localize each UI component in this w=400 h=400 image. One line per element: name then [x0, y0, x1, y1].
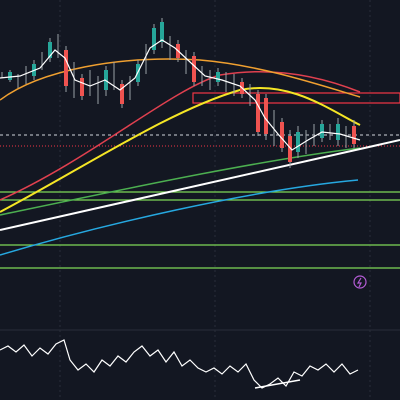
candle — [120, 84, 124, 104]
divergence-line — [254, 379, 301, 389]
candle — [152, 28, 156, 50]
candle — [192, 56, 196, 82]
candle — [80, 78, 84, 96]
candle — [352, 126, 356, 144]
alert-icon[interactable] — [353, 275, 367, 289]
candle — [288, 136, 292, 162]
moving-average — [0, 87, 361, 213]
candle — [160, 22, 164, 42]
candle — [264, 98, 268, 134]
moving-average — [0, 147, 361, 216]
candle — [336, 124, 340, 140]
candle — [256, 94, 260, 132]
candle — [320, 124, 324, 138]
candle — [8, 72, 12, 80]
moving-average — [0, 58, 361, 101]
icon-circle[interactable] — [353, 275, 367, 289]
candle — [280, 122, 284, 148]
candle — [296, 132, 300, 152]
candle — [216, 72, 220, 82]
price-line — [0, 39, 361, 151]
moving-average — [0, 179, 359, 256]
resistance-zone — [192, 92, 400, 104]
candle — [64, 50, 68, 86]
trend-line — [0, 139, 400, 231]
support-levels — [0, 191, 400, 269]
icon-bolt[interactable] — [356, 277, 362, 288]
moving-average — [0, 70, 361, 201]
down-candles — [64, 44, 356, 162]
oscillator-line — [0, 339, 359, 389]
candle — [48, 42, 52, 58]
